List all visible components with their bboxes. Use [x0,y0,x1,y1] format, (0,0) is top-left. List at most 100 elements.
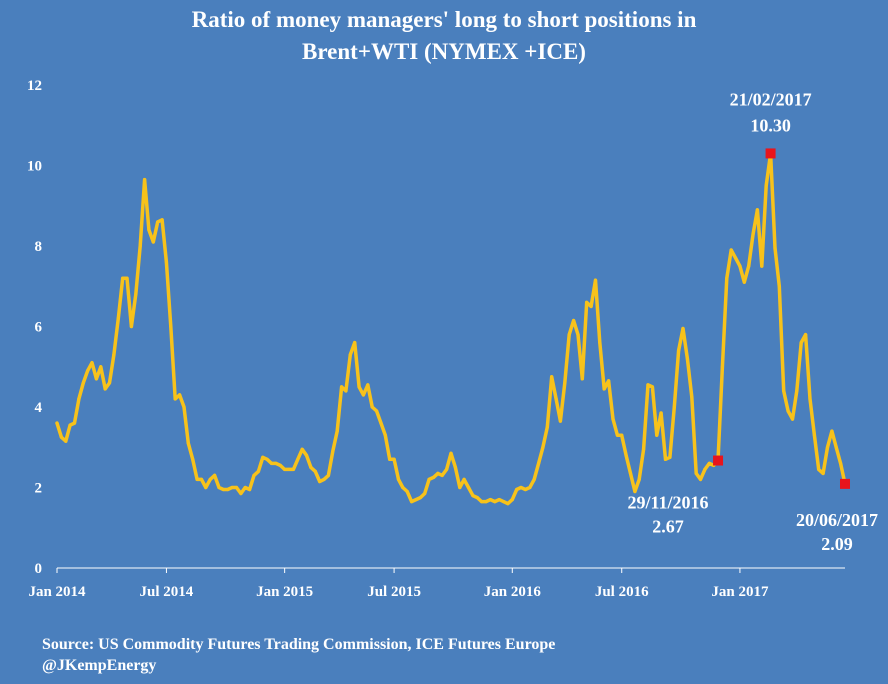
data-point [484,500,488,504]
data-point [278,463,282,467]
highlight-value-label: 2.67 [652,517,684,537]
data-point [309,465,313,469]
data-point [410,500,414,504]
data-point [366,383,370,387]
data-point [572,318,576,323]
data-point [178,393,182,397]
data-point [545,425,549,429]
series-group [55,151,847,506]
data-point [519,485,523,490]
data-point [72,421,77,425]
source-note: Source: US Commodity Futures Trading Com… [42,634,555,676]
highlight-marker [765,148,776,159]
data-point [68,423,72,427]
data-point [239,491,243,496]
data-point [493,500,497,504]
data-point [830,429,834,433]
data-point [195,477,199,481]
data-point [423,491,427,496]
data-point [462,477,466,481]
data-point [782,389,786,393]
data-point [668,455,672,459]
x-tick-label: Jul 2014 [140,584,194,600]
data-point [747,264,751,268]
data-point [414,498,418,502]
data-point [248,487,252,492]
data-point [204,485,208,490]
y-tick-label: 0 [35,561,43,577]
data-point [64,439,68,443]
data-point [567,333,571,337]
data-point [375,409,379,413]
data-point [786,409,790,413]
data-point [99,365,103,369]
data-point [436,471,440,475]
data-point [116,316,120,320]
data-point [690,395,694,399]
x-tick-label: Jan 2016 [484,584,542,600]
data-point [94,377,98,381]
highlight-marker [713,455,724,466]
data-point [523,487,528,492]
data-point [331,449,335,453]
data-point [497,498,501,502]
x-axis: Jan 2014 Jul 2014 Jan 2015 Jul 2015 Jan 2016… [28,568,769,600]
data-point [532,477,536,481]
data-point [812,433,817,437]
data-point [103,387,107,391]
data-point [659,411,663,415]
highlight-date-label: 21/02/2017 [730,89,812,109]
data-point [760,264,764,268]
data-point [655,433,659,437]
highlight-group: 29/11/2016 2.67 21/02/2017 10.30 20/06/2017 2… [628,89,878,553]
data-point [340,385,344,389]
data-point [563,381,567,385]
data-point [129,324,133,329]
data-point [392,457,396,461]
data-point [361,393,365,397]
data-point [607,379,611,383]
data-point [291,467,295,471]
data-point [322,477,326,481]
data-point [230,485,234,490]
data-point [624,453,628,457]
highlight-date-label: 29/11/2016 [628,493,709,513]
data-point [510,498,514,502]
data-point [269,461,274,465]
data-point [427,477,431,481]
data-point [637,477,641,481]
data-point [256,469,260,473]
data-point [515,487,519,492]
data-point [405,489,409,494]
data-point [445,467,449,471]
data-point [795,389,799,393]
data-point [790,417,795,421]
data-point [589,304,593,308]
data-point [821,471,825,475]
data-point [799,341,803,345]
data-point [554,397,558,401]
data-point [431,475,436,479]
data-point [265,457,269,461]
x-tick-label: Jan 2015 [256,584,313,600]
data-point [296,457,300,461]
data-point [528,485,532,490]
data-point [466,485,471,490]
data-point [287,467,291,471]
data-point [620,433,624,437]
data-point [598,341,602,345]
data-point [764,184,768,188]
data-point [221,487,225,492]
data-point [663,457,668,461]
highlight-value-label: 10.30 [750,115,791,135]
data-point [353,341,357,345]
data-point [698,477,703,481]
data-point [121,276,125,280]
y-tick-label: 8 [35,239,43,255]
data-point [388,457,392,461]
x-tick-label: Jul 2015 [367,584,421,600]
x-tick-label: Jan 2017 [711,584,769,600]
data-point [642,447,646,451]
highlight-date-label: 20/06/2017 [796,510,878,530]
data-point [261,455,265,459]
